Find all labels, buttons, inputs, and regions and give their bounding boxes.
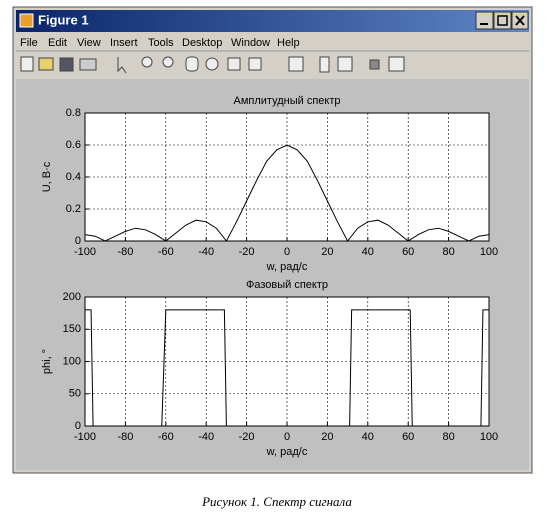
menu-item[interactable]: Help [277, 37, 300, 49]
x-tick-label: -60 [158, 431, 174, 443]
x-tick-label: 0 [284, 431, 290, 443]
tool-zoom-in[interactable] [141, 56, 153, 68]
minimize-button[interactable] [475, 11, 494, 30]
tool-zoom-out[interactable] [162, 56, 174, 68]
y-tick-label: 0.4 [66, 171, 81, 183]
x-tick-label: 20 [321, 246, 333, 258]
window-buttons[interactable] [475, 11, 529, 30]
y-tick-label: 0.8 [66, 107, 81, 119]
maximize-icon [497, 15, 508, 26]
charts: -100 -80 -60 -40 -20 0 20 40 60 80 100 0 0.2 0.4 0.6 0.… [41, 95, 498, 458]
x-tick-label: -80 [117, 246, 133, 258]
tool-pan[interactable] [185, 56, 199, 72]
y-axis-label: U, B·c [41, 161, 53, 192]
menu-item[interactable]: Insert [110, 37, 138, 49]
tool-brush[interactable] [248, 57, 262, 71]
tool-hide[interactable] [369, 59, 380, 70]
title-bar [16, 10, 529, 32]
y-tick-label: 0.6 [66, 139, 81, 151]
tool-pointer[interactable] [117, 57, 127, 74]
menu-item[interactable]: File [20, 37, 38, 49]
tool-legend[interactable] [337, 56, 353, 72]
tool-new[interactable] [20, 56, 34, 72]
x-tick-label: 60 [402, 246, 414, 258]
x-tick-label: -60 [158, 246, 174, 258]
x-tick-label: -40 [198, 246, 214, 258]
x-tick-label: 80 [442, 431, 454, 443]
y-tick-label: 200 [63, 291, 81, 303]
x-tick-label: 100 [480, 246, 498, 258]
x-tick-label: 40 [362, 431, 374, 443]
x-axis-label: w, рад/с [266, 261, 308, 273]
y-tick-label: 150 [63, 323, 81, 335]
y-tick-label: 0 [75, 420, 81, 432]
maximize-button[interactable] [493, 11, 512, 30]
x-axis-label: w, рад/с [266, 446, 308, 458]
y-tick-label: 50 [69, 388, 81, 400]
menu-item[interactable]: Edit [48, 37, 67, 49]
x-tick-label: 20 [321, 431, 333, 443]
x-tick-label: 100 [480, 431, 498, 443]
x-tick-label: -20 [239, 431, 255, 443]
menu-item[interactable]: Tools [148, 37, 174, 49]
x-tick-label: -100 [74, 431, 96, 443]
tool-datacursor[interactable] [227, 57, 241, 71]
x-tick-label: 0 [284, 246, 290, 258]
y-tick-label: 0 [75, 235, 81, 247]
tool-show[interactable] [388, 56, 405, 72]
tool-rotate[interactable] [205, 57, 219, 71]
x-tick-label: -20 [239, 246, 255, 258]
y-tick-label: 100 [63, 355, 81, 367]
tool-colorbar[interactable] [319, 56, 330, 73]
data-line [84, 144, 490, 242]
x-tick-label: -100 [74, 246, 96, 258]
tool-open[interactable] [38, 57, 54, 71]
tool-print[interactable] [79, 58, 97, 71]
x-tick-label: 80 [442, 246, 454, 258]
axes-box [84, 296, 490, 427]
x-tick-label: -80 [117, 431, 133, 443]
menu-bar: File Edit View Insert Tools Desktop Window Help [20, 37, 300, 49]
menu-item[interactable]: Desktop [182, 37, 222, 49]
caption: Рисунок 1. Спектр сигнала [201, 494, 352, 509]
app-icon [19, 13, 34, 28]
toolbar [20, 56, 405, 74]
axes-box [84, 112, 490, 242]
x-tick-label: 60 [402, 431, 414, 443]
close-icon [515, 15, 525, 26]
chart-title: Фазовый спектр [246, 279, 328, 291]
y-tick-label: 0.2 [66, 203, 81, 215]
x-tick-label: 40 [362, 246, 374, 258]
window-title: Figure 1 [38, 12, 89, 27]
tool-save[interactable] [59, 57, 74, 72]
menu-item[interactable]: Window [231, 37, 270, 49]
chart-title: Амплитудный спектр [234, 95, 341, 107]
menu-item[interactable]: View [77, 37, 101, 49]
x-tick-label: -40 [198, 431, 214, 443]
y-axis-label: phi, ° [41, 349, 53, 374]
tool-link[interactable] [288, 56, 304, 72]
